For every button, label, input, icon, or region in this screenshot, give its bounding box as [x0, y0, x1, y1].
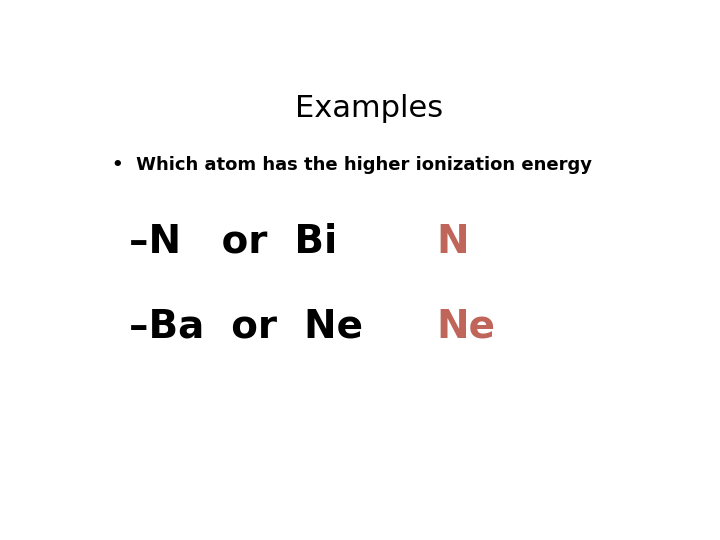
Text: Examples: Examples	[295, 94, 443, 123]
Text: –N   or  Bi: –N or Bi	[129, 222, 337, 260]
Text: –Ba  or  Ne: –Ba or Ne	[129, 308, 363, 346]
Text: •  Which atom has the higher ionization energy: • Which atom has the higher ionization e…	[112, 156, 593, 174]
Text: Ne: Ne	[436, 308, 495, 346]
Text: N: N	[436, 222, 469, 260]
